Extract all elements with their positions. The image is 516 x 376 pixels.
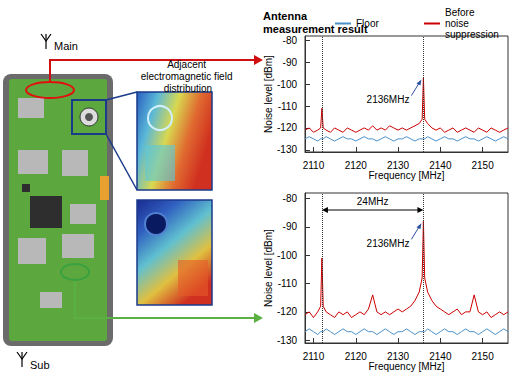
svg-text:2130: 2130: [387, 160, 410, 171]
svg-text:-120: -120: [277, 306, 297, 317]
svg-text:Before: Before: [445, 7, 477, 18]
svg-text:2140: 2140: [429, 160, 452, 171]
svg-text:Frequency [MHz]: Frequency [MHz]: [368, 170, 444, 181]
svg-text:2110: 2110: [303, 351, 325, 362]
svg-text:measurement result: measurement result: [263, 23, 368, 35]
svg-text:2150: 2150: [472, 160, 495, 171]
svg-text:suppression: suppression: [445, 29, 499, 40]
svg-text:-80: -80: [283, 35, 298, 46]
svg-text:-90: -90: [283, 57, 298, 68]
svg-text:-130: -130: [277, 335, 297, 346]
svg-text:-110: -110: [278, 101, 298, 112]
svg-text:Main: Main: [54, 40, 78, 52]
svg-text:-110: -110: [278, 278, 298, 289]
svg-text:2140: 2140: [429, 351, 452, 362]
svg-text:Antenna: Antenna: [263, 10, 310, 22]
svg-text:noise: noise: [445, 18, 472, 29]
svg-text:electromagnetic field: electromagnetic field: [141, 71, 236, 82]
svg-text:24MHz: 24MHz: [357, 196, 389, 207]
svg-text:Noise level [dBm]: Noise level [dBm]: [263, 55, 274, 133]
svg-text:2120: 2120: [345, 351, 368, 362]
svg-text:Sub: Sub: [30, 359, 50, 371]
svg-text:2130: 2130: [387, 351, 410, 362]
svg-text:2136MHz: 2136MHz: [367, 238, 410, 249]
svg-text:Adjacent: Adjacent: [167, 59, 209, 70]
svg-text:2110: 2110: [303, 160, 325, 171]
svg-text:distribution: distribution: [164, 83, 212, 94]
svg-text:Floor: Floor: [356, 18, 379, 29]
svg-text:-90: -90: [283, 221, 298, 232]
svg-text:-100: -100: [277, 250, 297, 261]
svg-text:-80: -80: [283, 193, 298, 204]
svg-text:2136MHz: 2136MHz: [367, 94, 410, 105]
svg-text:2150: 2150: [472, 351, 495, 362]
svg-text:-130: -130: [277, 144, 297, 155]
svg-text:Noise level [dBm]: Noise level [dBm]: [263, 229, 274, 307]
svg-text:-120: -120: [277, 122, 297, 133]
svg-text:-100: -100: [277, 79, 297, 90]
svg-text:2120: 2120: [345, 160, 368, 171]
svg-text:Frequency [MHz]: Frequency [MHz]: [368, 361, 444, 372]
